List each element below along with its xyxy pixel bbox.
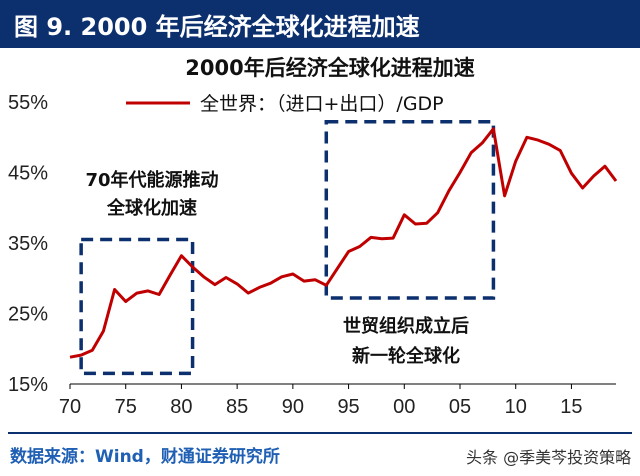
line-chart: 15% 25% 35% 45% 55% 70 75 80 85 90 95 00 05 10 15 2000…	[8, 56, 618, 418]
watermark: 头条 @季美芩投资策略	[466, 448, 632, 467]
y-tick-label: 15%	[8, 374, 48, 396]
y-tick-label: 45%	[8, 163, 48, 185]
y-tick-label: 25%	[8, 304, 48, 326]
x-tick-label: 80	[170, 396, 192, 418]
footer-divider	[8, 432, 632, 434]
chart-title: 2000年后经济全球化进程加速	[185, 56, 474, 80]
x-tick-label: 00	[393, 396, 415, 418]
y-tick-label: 35%	[8, 233, 48, 255]
x-tick-label: 75	[115, 396, 137, 418]
x-tick-label: 90	[282, 396, 304, 418]
annotation-text-2-line-1: 世贸组织成立后	[343, 315, 469, 337]
y-tick-label: 55%	[8, 92, 48, 114]
header-bar	[0, 0, 640, 48]
x-tick-label: 15	[560, 396, 582, 418]
annotation-box-2	[324, 119, 496, 300]
x-tick-label: 95	[337, 396, 359, 418]
x-tick-label: 10	[505, 396, 527, 418]
x-tick-label: 05	[449, 396, 471, 418]
x-tick-label: 70	[59, 396, 81, 418]
annotation-text-1-line-1: 70年代能源推动	[85, 169, 218, 191]
annotation-text-1-line-2: 全球化加速	[106, 197, 197, 219]
annotation-box-1	[79, 237, 195, 376]
annotation-text-2-line-2: 新一轮全球化	[352, 345, 460, 367]
figure-title: 图 9. 2000 年后经济全球化进程加速	[14, 13, 420, 41]
x-tick-label: 85	[226, 396, 248, 418]
series-line	[69, 127, 618, 359]
source-note: 数据来源：Wind，财通证券研究所	[10, 447, 280, 467]
legend-label: 全世界：（进口+出口）/GDP	[200, 93, 444, 115]
